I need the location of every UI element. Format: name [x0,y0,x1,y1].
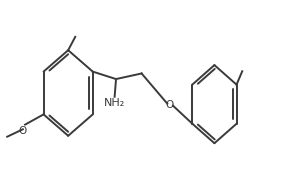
Text: O: O [19,126,27,136]
Text: NH₂: NH₂ [104,98,125,108]
Text: O: O [165,100,174,110]
